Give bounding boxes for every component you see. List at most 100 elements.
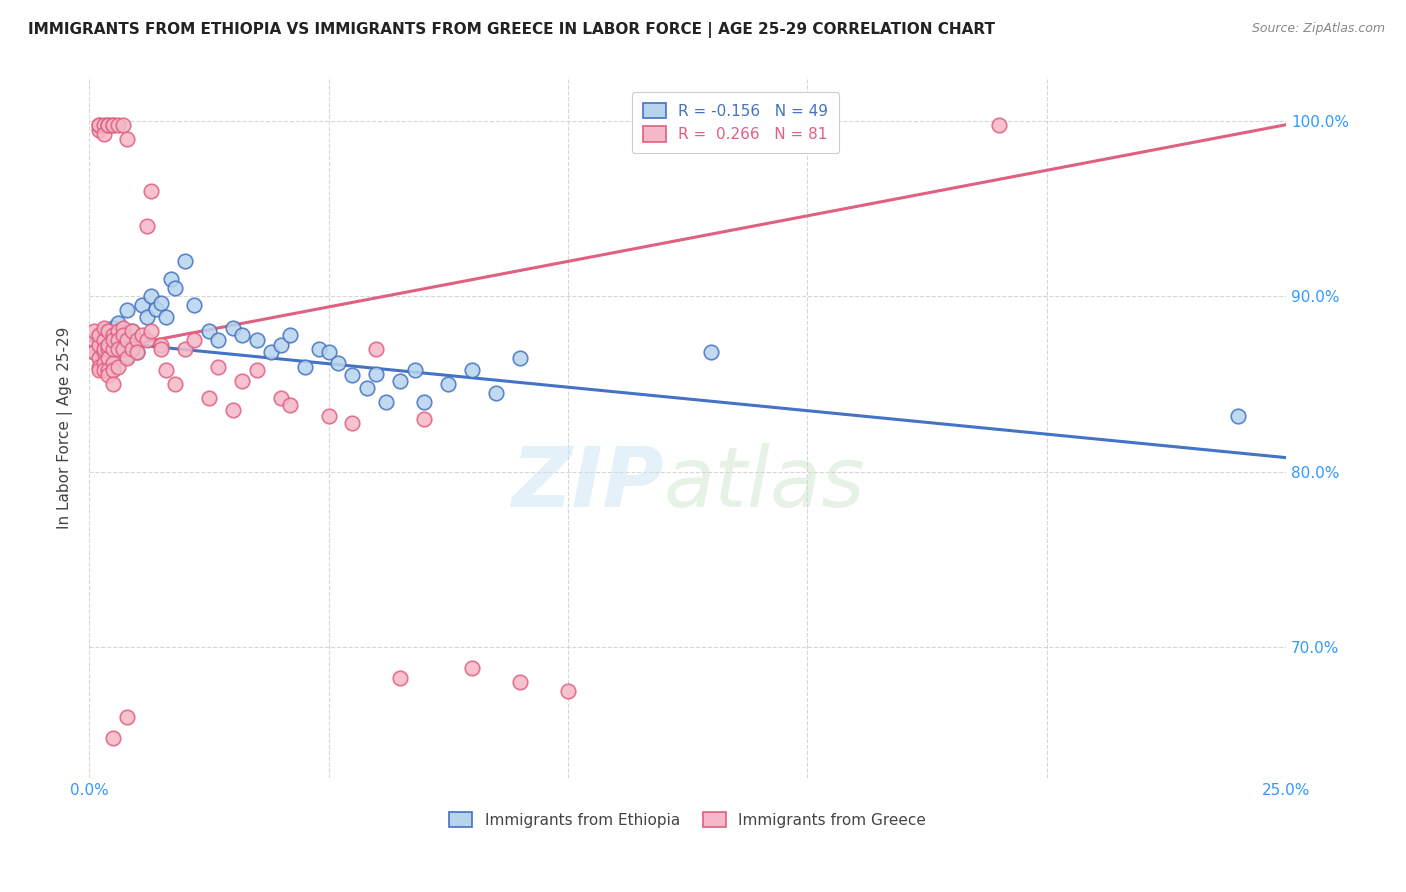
Text: Source: ZipAtlas.com: Source: ZipAtlas.com [1251,22,1385,36]
Point [101,321,124,335]
Point [207,359,229,374]
Point [485,385,508,400]
Point [149,342,172,356]
Point [111,321,134,335]
Point [101,363,124,377]
Point [260,345,283,359]
Point [375,394,398,409]
Point [121,325,143,339]
Point [93,321,115,335]
Point [246,363,269,377]
Point [87,363,110,377]
Point [294,359,316,374]
Point [131,328,153,343]
Point [207,333,229,347]
Point [149,296,172,310]
Point [135,219,157,234]
Point [135,333,157,347]
Point [101,731,124,745]
Point [149,338,172,352]
Point [101,118,124,132]
Point [97,363,120,377]
Point [308,342,330,356]
Point [107,316,129,330]
Point [93,345,115,359]
Point [101,356,124,370]
Point [83,345,105,359]
Point [246,333,269,347]
Point [389,374,412,388]
Point [278,328,301,343]
Point [356,380,378,394]
Point [326,356,349,370]
Point [125,345,148,359]
Point [389,671,412,685]
Point [222,321,245,335]
Point [97,331,120,345]
Point [87,118,110,132]
Point [155,363,177,377]
Point [437,377,460,392]
Point [461,661,484,675]
Legend: Immigrants from Ethiopia, Immigrants from Greece: Immigrants from Ethiopia, Immigrants fro… [443,805,932,834]
Point [111,342,134,356]
Text: atlas: atlas [664,443,865,524]
Point [111,342,134,356]
Point [97,342,120,356]
Point [101,333,124,347]
Point [111,328,134,343]
Point [231,328,253,343]
Point [101,333,124,347]
Point [1227,409,1250,423]
Point [87,123,110,137]
Point [117,349,139,363]
Point [342,416,364,430]
Point [97,351,120,365]
Point [700,345,723,359]
Point [83,325,105,339]
Point [87,118,110,132]
Point [93,118,115,132]
Point [278,398,301,412]
Point [87,359,110,374]
Point [174,254,197,268]
Point [101,377,124,392]
Point [93,333,115,347]
Point [342,368,364,383]
Point [183,298,205,312]
Point [135,310,157,325]
Point [198,325,221,339]
Point [270,391,292,405]
Point [509,674,531,689]
Point [141,289,163,303]
Point [93,342,115,356]
Point [97,118,120,132]
Point [121,342,143,356]
Point [141,325,163,339]
Point [404,363,426,377]
Point [141,184,163,198]
Point [93,356,115,370]
Point [101,342,124,356]
Point [97,325,120,339]
Point [366,342,388,356]
Point [461,363,484,377]
Point [107,359,129,374]
Point [107,333,129,347]
Point [183,333,205,347]
Point [125,334,148,349]
Point [231,374,253,388]
Point [107,342,129,356]
Point [117,132,139,146]
Point [270,338,292,352]
Point [97,118,120,132]
Point [111,118,134,132]
Point [117,710,139,724]
Y-axis label: In Labor Force | Age 25-29: In Labor Force | Age 25-29 [58,326,73,529]
Point [117,333,139,347]
Point [83,345,105,359]
Point [87,328,110,343]
Point [413,412,436,426]
Point [159,272,181,286]
Point [117,303,139,318]
